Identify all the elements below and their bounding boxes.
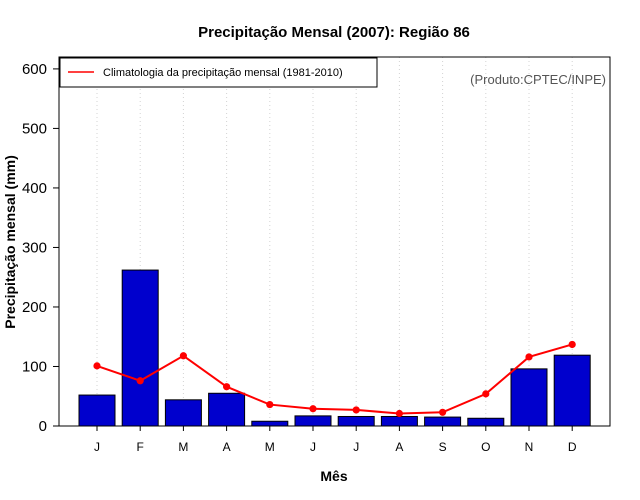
y-tick-label-0: 0 xyxy=(39,418,47,435)
legend-box xyxy=(59,57,378,88)
bar-2 xyxy=(121,269,159,427)
y-axis-label: Precipitação mensal (mm) xyxy=(2,155,18,329)
bar-6 xyxy=(294,415,332,427)
bar-3 xyxy=(164,399,202,427)
legend: Climatologia da precipitação mensal (198… xyxy=(59,57,378,88)
x-tick-label-7: J xyxy=(353,440,359,454)
climatology-point-12 xyxy=(568,340,576,349)
bar-9 xyxy=(424,416,462,427)
climatology-point-9 xyxy=(439,408,447,416)
chart-title: Precipitação Mensal (2007): Região 86 xyxy=(198,24,470,41)
bar-1 xyxy=(78,394,116,427)
x-tick-label-4: A xyxy=(223,440,231,454)
bar-8 xyxy=(380,415,418,427)
x-tick-label-6: J xyxy=(310,440,316,454)
y-tick-label-400: 400 xyxy=(22,180,47,197)
climatology-point-5 xyxy=(266,400,274,409)
x-axis-label: Mês xyxy=(320,468,347,484)
bar-4 xyxy=(208,392,246,427)
x-tick-label-5: M xyxy=(265,440,275,454)
bar-10 xyxy=(467,417,505,427)
bar-11 xyxy=(510,368,548,427)
y-tick-label-600: 600 xyxy=(22,61,47,78)
x-tick-label-11: N xyxy=(525,440,534,454)
grid-lines xyxy=(96,57,573,426)
climatology-series xyxy=(93,340,576,418)
climatology-point-10 xyxy=(482,390,490,398)
x-tick-label-1: J xyxy=(94,440,100,454)
y-tick-label-100: 100 xyxy=(22,358,47,375)
x-tick-label-8: A xyxy=(395,440,403,454)
bar-5 xyxy=(251,420,289,427)
source-note: (Produto:CPTEC/INPE) xyxy=(470,72,606,87)
y-tick-label-200: 200 xyxy=(22,299,47,316)
climatology-point-6 xyxy=(309,405,317,413)
climatology-point-11 xyxy=(525,353,533,361)
x-tick-label-9: S xyxy=(439,440,447,454)
plot-frame xyxy=(58,56,611,427)
climatology-point-8 xyxy=(395,409,403,418)
x-tick-label-3: M xyxy=(178,440,188,454)
y-tick-label-300: 300 xyxy=(22,239,47,256)
climatology-point-3 xyxy=(179,352,187,360)
y-axis: 0 100 200 300 400 500 600 xyxy=(22,61,59,435)
x-tick-label-2: F xyxy=(137,440,144,454)
bar-7 xyxy=(337,415,375,427)
climatology-point-4 xyxy=(223,383,231,391)
climatology-line xyxy=(96,343,573,415)
y-tick-label-500: 500 xyxy=(22,120,47,137)
legend-label-climatology: Climatologia da precipitação mensal (198… xyxy=(103,67,343,79)
bar-12 xyxy=(553,354,591,427)
x-tick-label-12: D xyxy=(568,440,577,454)
x-tick-label-10: O xyxy=(481,440,490,454)
climatology-point-7 xyxy=(352,406,360,414)
climatology-point-2 xyxy=(136,377,144,385)
bar-series xyxy=(78,269,591,427)
climatology-point-1 xyxy=(93,362,101,370)
